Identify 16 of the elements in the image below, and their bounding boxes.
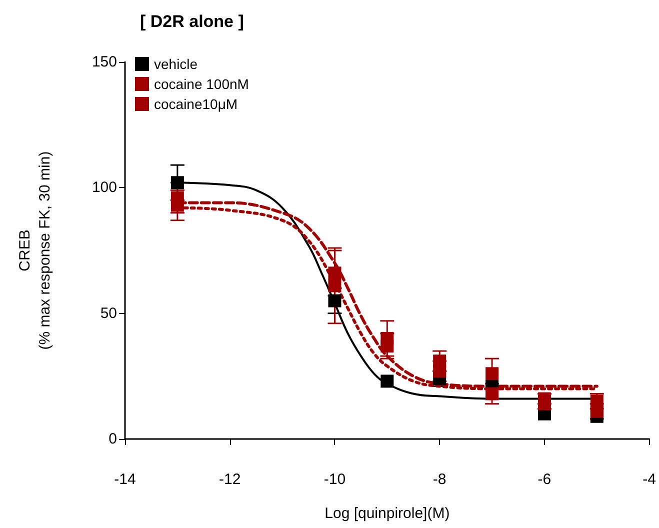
y-tick-label: 150: [92, 54, 117, 70]
y-tick-label: 100: [92, 179, 117, 196]
legend-label: cocaine10μM: [154, 96, 238, 112]
y-tick-label: 50: [100, 304, 117, 322]
x-tick-label: -4: [642, 471, 656, 488]
legend-label: vehicle: [154, 56, 198, 72]
x-tick-label: -10: [324, 471, 346, 488]
y-tick-label: 0: [108, 430, 117, 448]
chart-title: [ D2R alone ]: [140, 12, 244, 31]
y-axis-title: CREB (% max response FK, 30 min): [16, 151, 54, 350]
x-axis-title: Log [quinpirole](M): [324, 505, 450, 522]
x-tick-label: -12: [219, 471, 241, 488]
x-tick-label: -14: [114, 471, 136, 488]
legend-label: cocaine 100nM: [154, 76, 249, 92]
x-tick-label: -8: [432, 471, 446, 488]
x-tick-label: -6: [538, 471, 552, 488]
